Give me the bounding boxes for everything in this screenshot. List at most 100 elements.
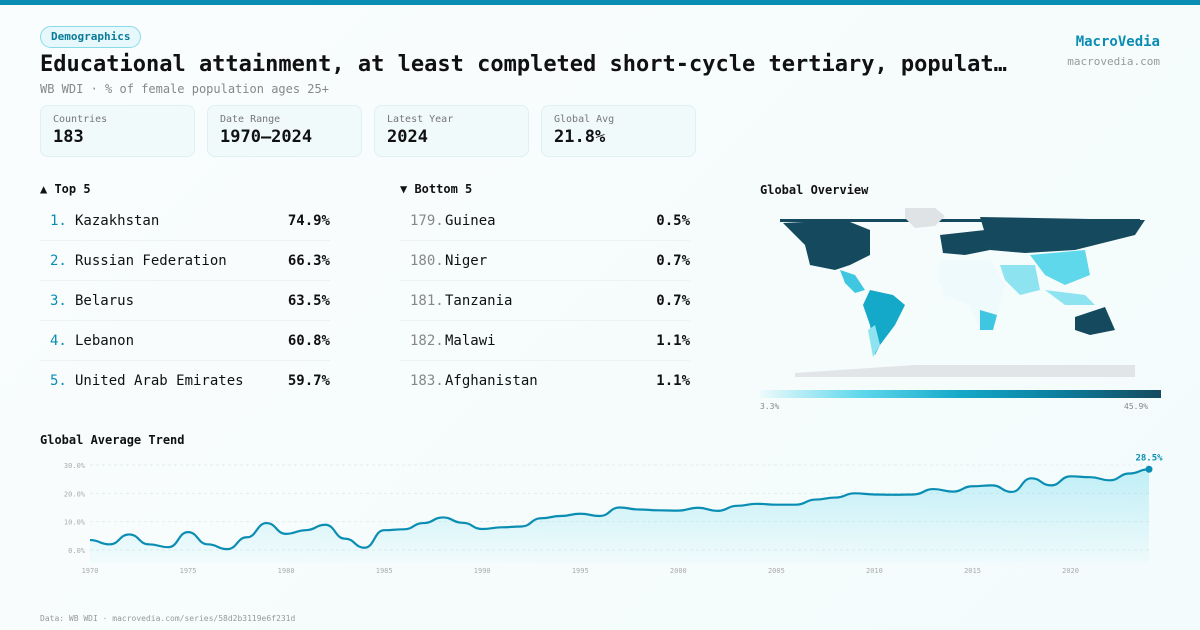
stat-label: Date Range [220,114,281,125]
stat-value: 183 [53,127,84,147]
list-item[interactable]: 5. United Arab Emirates 59.7% [40,361,330,401]
x-tick-label: 2020 [1062,567,1079,575]
list-item[interactable]: 3. Belarus 63.5% [40,281,330,321]
map-south-cone[interactable] [868,325,880,357]
top5-heading: ▲ Top 5 [40,182,91,196]
country-name: Russian Federation [75,252,227,269]
stat-value: 1970–2024 [220,127,313,147]
last-point-marker [1145,465,1153,473]
country-name: Afghanistan [445,373,538,389]
y-tick-label: 0.0% [68,547,86,555]
x-tick-label: 2010 [866,567,883,575]
page-title: Educational attainment, at least complet… [40,52,1007,77]
rank: 182. [410,332,444,349]
rank: 3. [50,292,67,309]
country-value: 0.7% [656,292,690,309]
country-value: 74.9% [287,212,330,229]
country-value: 0.7% [656,252,690,269]
list-item[interactable]: 180. Niger 0.7% [400,241,690,281]
x-tick-label: 1985 [376,567,393,575]
category-badge[interactable]: Demographics [40,26,142,48]
brand-logo[interactable]: MacroVedia [1075,34,1160,50]
map-southeast-asia[interactable] [1045,290,1095,305]
map-antarctica[interactable] [795,365,1135,377]
list-item[interactable]: 183. Afghanistan 1.1% [400,361,690,401]
x-tick-label: 1970 [82,567,99,575]
rank: 183. [410,373,444,389]
map-legend-bar [760,390,1161,398]
bottom5-list: 179. Guinea 0.5% 180. Niger 0.7% 181. Tanzania 0… [400,201,690,401]
x-tick-label: 1975 [180,567,197,575]
rank: 4. [50,332,67,349]
country-value: 1.1% [656,373,690,389]
country-value: 60.8% [287,332,330,349]
list-item[interactable]: 181. Tanzania 0.7% [400,281,690,321]
stat-value: 21.8% [554,127,606,147]
country-name: Belarus [75,292,135,309]
map-europe[interactable] [940,230,990,255]
country-value: 0.5% [656,212,690,229]
trend-area [90,469,1149,563]
stat-label: Global Avg [554,114,615,125]
x-tick-label: 1995 [572,567,589,575]
trend-title: Global Average Trend [40,433,185,447]
rank: 2. [50,252,67,269]
list-item[interactable]: 179. Guinea 0.5% [400,201,690,241]
map-australia[interactable] [1075,307,1115,335]
stat-date-range: Date Range 1970–2024 [207,105,362,157]
y-tick-label: 20.0% [64,490,86,498]
country-name: United Arab Emirates [75,373,244,389]
x-tick-label: 2005 [768,567,785,575]
country-name: Guinea [445,212,496,229]
stat-latest-year: Latest Year 2024 [374,105,529,157]
world-map[interactable] [775,205,1170,380]
list-item[interactable]: 2. Russian Federation 66.3% [40,241,330,281]
x-tick-label: 1980 [278,567,295,575]
list-item[interactable]: 1. Kazakhstan 74.9% [40,201,330,241]
rank: 179. [410,212,444,229]
country-name: Lebanon [75,332,135,349]
stat-value: 2024 [387,127,428,147]
last-value-label: 28.5% [1135,453,1163,463]
country-value: 66.3% [287,252,330,269]
trend-chart: 0.0% 10.0% 20.0% 30.0% 1970 1975 1980 1985 1990 1… [64,453,1163,575]
map-southern-africa[interactable] [980,310,997,330]
map-title: Global Overview [760,183,869,197]
x-tick-label: 2000 [670,567,687,575]
list-item[interactable]: 182. Malawi 1.1% [400,321,690,361]
x-tick-label: 2015 [964,567,981,575]
legend-min: 3.3% [760,402,780,411]
map-arctic-strip [780,219,1140,222]
country-value: 59.7% [287,373,330,389]
top5-list: 1. Kazakhstan 74.9% 2. Russian Federation 66.… [40,201,330,401]
map-greenland[interactable] [905,208,945,228]
stat-global-avg: Global Avg 21.8% [541,105,696,157]
country-value: 63.5% [287,292,330,309]
country-value: 1.1% [656,332,690,349]
rank: 181. [410,292,444,309]
x-tick-label: 1990 [474,567,491,575]
y-tick-label: 10.0% [64,519,86,527]
list-item[interactable]: 4. Lebanon 60.8% [40,321,330,361]
country-name: Niger [445,252,488,269]
stat-countries: Countries 183 [40,105,195,157]
map-china[interactable] [1030,250,1090,285]
top-accent-bar [0,0,1200,5]
map-middle-east-india[interactable] [1000,265,1040,295]
stat-label: Latest Year [387,114,454,125]
rank: 5. [50,373,67,389]
country-name: Malawi [445,332,496,349]
rank: 1. [50,212,67,229]
map-central-america[interactable] [840,270,865,293]
rank: 180. [410,252,444,269]
map-russia[interactable] [980,217,1145,253]
brand-url[interactable]: macrovedia.com [1067,55,1160,68]
page-subtitle: WB WDI · % of female population ages 25+ [40,82,329,96]
country-name: Kazakhstan [75,212,160,229]
country-name: Tanzania [445,292,513,309]
map-north-america[interactable] [783,220,870,270]
stat-label: Countries [53,114,108,125]
bottom5-heading: ▼ Bottom 5 [400,182,473,196]
map-south-america[interactable] [863,290,905,355]
footer-source: Data: WB WDI · macrovedia.com/series/58d… [40,614,296,623]
